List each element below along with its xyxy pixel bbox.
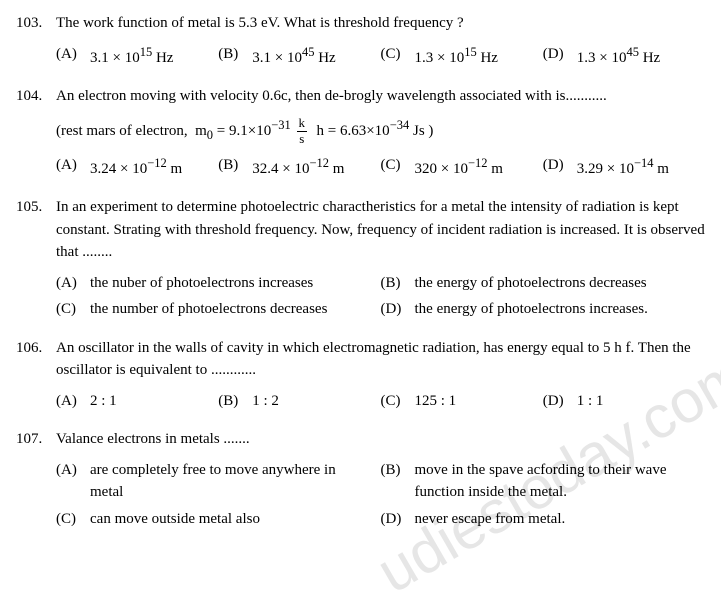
- option: (D)the energy of photoelectrons increase…: [381, 298, 706, 321]
- option-letter: (D): [381, 508, 415, 531]
- option-letter: (D): [543, 154, 577, 181]
- option-text: the number of photoelectrons decreases: [90, 298, 371, 321]
- option-letter: (D): [543, 390, 577, 413]
- question-extra: (rest mars of electron, m0 = 9.1×10−31 k…: [56, 116, 705, 146]
- option: (B)1 : 2: [218, 390, 380, 413]
- option-text: the energy of photoelectrons increases.: [415, 298, 696, 321]
- question-body: Valance electrons in metals ....... (A)ar…: [56, 428, 705, 540]
- option-text: 125 : 1: [415, 390, 533, 413]
- option-text: can move outside metal also: [90, 508, 371, 531]
- option-text: never escape from metal.: [415, 508, 696, 531]
- option: (D)1 : 1: [543, 390, 705, 413]
- option-text: the nuber of photoelectrons increases: [90, 272, 371, 295]
- options-row: (A)the nuber of photoelectrons increases…: [56, 272, 705, 325]
- options-row: (A)are completely free to move anywhere …: [56, 459, 705, 535]
- question-text: Valance electrons in metals .......: [56, 428, 705, 451]
- option-text: are completely free to move anywhere in …: [90, 459, 371, 504]
- option: (C)the number of photoelectrons decrease…: [56, 298, 381, 321]
- option-letter: (B): [218, 43, 252, 70]
- option: (A)3.24 × 10−12 m: [56, 154, 218, 181]
- question-text: An oscillator in the walls of cavity in …: [56, 337, 705, 382]
- option: (B)32.4 × 10−12 m: [218, 154, 380, 181]
- question-text: An electron moving with velocity 0.6c, t…: [56, 85, 705, 108]
- option: (A)are completely free to move anywhere …: [56, 459, 381, 504]
- option-text: 2 : 1: [90, 390, 208, 413]
- option-letter: (B): [381, 459, 415, 504]
- option-letter: (A): [56, 272, 90, 295]
- option-text: 32.4 × 10−12 m: [252, 154, 370, 181]
- question-number: 107.: [16, 428, 56, 540]
- option: (C)125 : 1: [381, 390, 543, 413]
- option-letter: (A): [56, 43, 90, 70]
- option-letter: (D): [543, 43, 577, 70]
- options-row: (A)3.24 × 10−12 m(B)32.4 × 10−12 m(C)320…: [56, 154, 705, 185]
- question-text: The work function of metal is 5.3 eV. Wh…: [56, 12, 705, 35]
- question-body: An electron moving with velocity 0.6c, t…: [56, 85, 705, 190]
- option-letter: (C): [381, 390, 415, 413]
- option: (B)3.1 × 1045 Hz: [218, 43, 380, 70]
- option-letter: (A): [56, 154, 90, 181]
- option-letter: (C): [56, 508, 90, 531]
- option: (A)3.1 × 1015 Hz: [56, 43, 218, 70]
- question-block: 104.An electron moving with velocity 0.6…: [16, 85, 705, 190]
- option-text: 3.1 × 1045 Hz: [252, 43, 370, 70]
- option-letter: (A): [56, 459, 90, 504]
- option-letter: (A): [56, 390, 90, 413]
- option: (B)the energy of photoelectrons decrease…: [381, 272, 706, 295]
- options-row: (A)2 : 1(B)1 : 2(C)125 : 1(D)1 : 1: [56, 390, 705, 417]
- option-letter: (D): [381, 298, 415, 321]
- option-letter: (C): [56, 298, 90, 321]
- option-text: 1 : 2: [252, 390, 370, 413]
- option: (C)1.3 × 1015 Hz: [381, 43, 543, 70]
- question-number: 104.: [16, 85, 56, 190]
- questions-container: 103.The work function of metal is 5.3 eV…: [16, 12, 705, 540]
- option: (A)2 : 1: [56, 390, 218, 413]
- question-block: 107.Valance electrons in metals ....... (…: [16, 428, 705, 540]
- question-block: 106.An oscillator in the walls of cavity…: [16, 337, 705, 423]
- option: (D)3.29 × 10−14 m: [543, 154, 705, 181]
- question-number: 103.: [16, 12, 56, 79]
- question-text: In an experiment to determine photoelect…: [56, 196, 705, 264]
- option-letter: (C): [381, 43, 415, 70]
- option-letter: (C): [381, 154, 415, 181]
- option-letter: (B): [218, 390, 252, 413]
- option-text: move in the spave acfording to their wav…: [415, 459, 696, 504]
- options-row: (A)3.1 × 1015 Hz(B)3.1 × 1045 Hz(C)1.3 ×…: [56, 43, 705, 74]
- option-letter: (B): [381, 272, 415, 295]
- option-letter: (B): [218, 154, 252, 181]
- question-block: 105.In an experiment to determine photoe…: [16, 196, 705, 331]
- question-body: An oscillator in the walls of cavity in …: [56, 337, 705, 423]
- option: (B)move in the spave acfording to their …: [381, 459, 706, 504]
- option-text: 1.3 × 1045 Hz: [577, 43, 695, 70]
- option: (D)never escape from metal.: [381, 508, 706, 531]
- question-body: The work function of metal is 5.3 eV. Wh…: [56, 12, 705, 79]
- option: (C)320 × 10−12 m: [381, 154, 543, 181]
- option-text: 1.3 × 1015 Hz: [415, 43, 533, 70]
- question-body: In an experiment to determine photoelect…: [56, 196, 705, 331]
- option-text: 3.24 × 10−12 m: [90, 154, 208, 181]
- option-text: 320 × 10−12 m: [415, 154, 533, 181]
- option-text: the energy of photoelectrons decreases: [415, 272, 696, 295]
- option: (D)1.3 × 1045 Hz: [543, 43, 705, 70]
- option: (A)the nuber of photoelectrons increases: [56, 272, 381, 295]
- option-text: 3.29 × 10−14 m: [577, 154, 695, 181]
- option-text: 1 : 1: [577, 390, 695, 413]
- question-block: 103.The work function of metal is 5.3 eV…: [16, 12, 705, 79]
- option-text: 3.1 × 1015 Hz: [90, 43, 208, 70]
- option: (C)can move outside metal also: [56, 508, 381, 531]
- question-number: 106.: [16, 337, 56, 423]
- question-number: 105.: [16, 196, 56, 331]
